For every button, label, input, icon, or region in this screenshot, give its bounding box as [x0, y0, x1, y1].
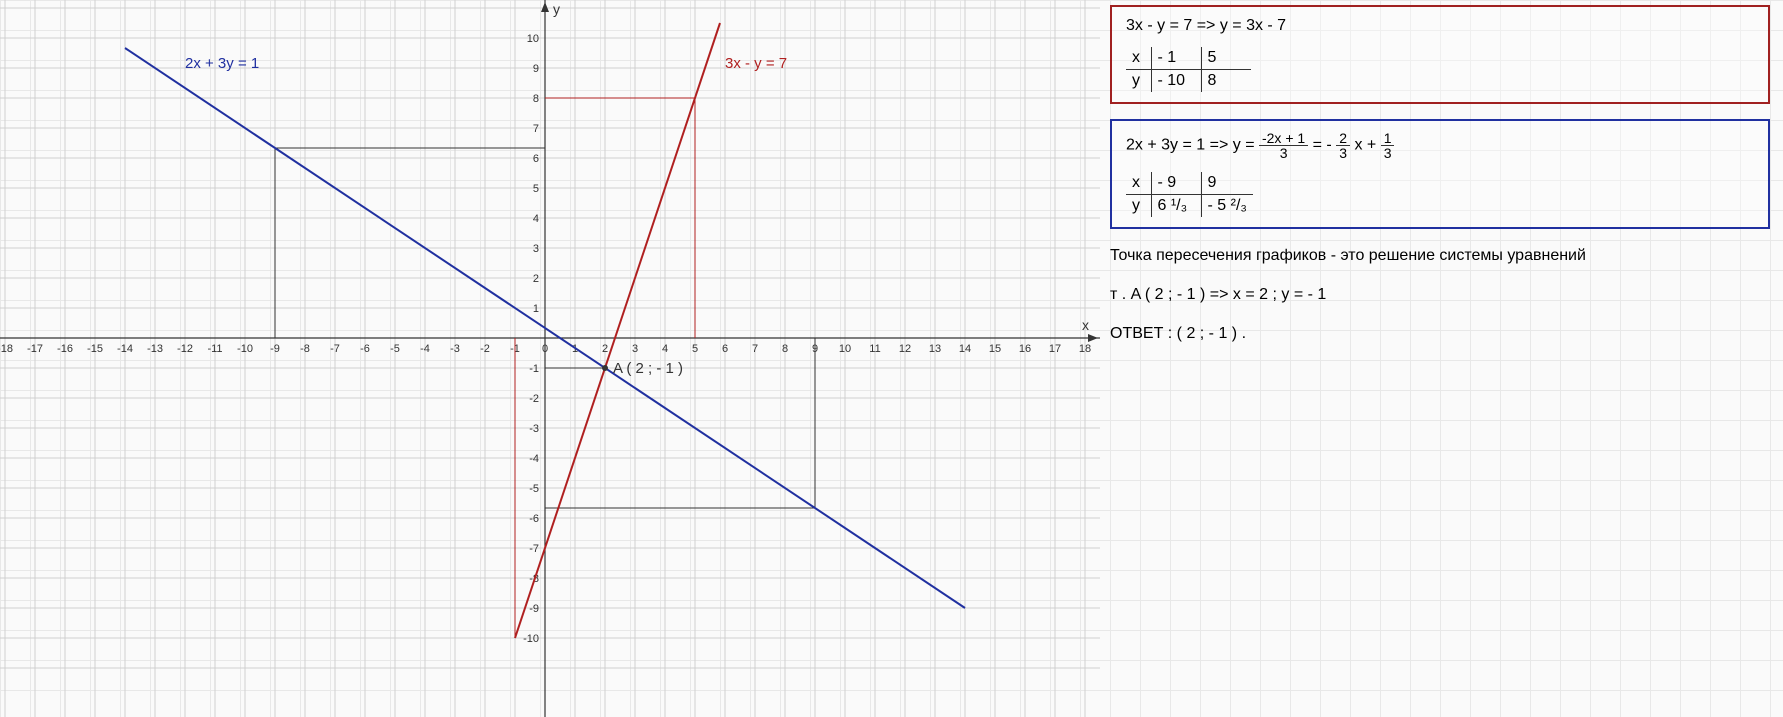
svg-text:-14: -14: [117, 343, 133, 355]
svg-text:7: 7: [533, 123, 539, 135]
svg-text:8: 8: [533, 93, 539, 105]
svg-text:-15: -15: [87, 343, 103, 355]
svg-text:-7: -7: [330, 343, 340, 355]
svg-text:y: y: [553, 1, 560, 17]
table-y-1: 8: [1201, 70, 1251, 93]
svg-text:-12: -12: [177, 343, 193, 355]
svg-text:2: 2: [533, 273, 539, 285]
svg-text:-8: -8: [300, 343, 310, 355]
svg-text:-5: -5: [529, 483, 539, 495]
explanation-text: Точка пересечения графиков - это решение…: [1110, 244, 1770, 268]
svg-text:-16: -16: [57, 343, 73, 355]
svg-text:10: 10: [839, 343, 851, 355]
svg-text:18: 18: [1079, 343, 1091, 355]
svg-text:-4: -4: [420, 343, 430, 355]
svg-text:-10: -10: [523, 633, 539, 645]
table-header-y: y: [1126, 195, 1151, 218]
svg-text:-5: -5: [390, 343, 400, 355]
svg-text:-9: -9: [270, 343, 280, 355]
eq-mid: = -: [1313, 137, 1337, 154]
table-y-0: - 10: [1151, 70, 1201, 93]
table-x-1: 5: [1201, 47, 1251, 70]
blue-equation: 2x + 3y = 1 => y = -2x + 1 3 = - 2 3 x +…: [1126, 131, 1754, 160]
svg-text:-9: -9: [529, 603, 539, 615]
svg-text:-7: -7: [529, 543, 539, 555]
svg-text:14: 14: [959, 343, 971, 355]
right-panel: 3x - y = 7 => y = 3x - 7 x - 1 5 y - 10 …: [1110, 5, 1770, 361]
table-header-y: y: [1126, 70, 1151, 93]
svg-text:17: 17: [1049, 343, 1061, 355]
red-equation: 3x - y = 7 => y = 3x - 7: [1126, 17, 1754, 35]
svg-text:12: 12: [899, 343, 911, 355]
svg-text:6: 6: [533, 153, 539, 165]
svg-text:-10: -10: [237, 343, 253, 355]
svg-text:6: 6: [722, 343, 728, 355]
svg-text:-2: -2: [529, 393, 539, 405]
svg-text:-17: -17: [27, 343, 43, 355]
graph-chart: xy-18-17-16-15-14-13-12-11-10-9-8-7-6-5-…: [0, 0, 1100, 717]
svg-text:3: 3: [533, 243, 539, 255]
blue-equation-box: 2x + 3y = 1 => y = -2x + 1 3 = - 2 3 x +…: [1110, 119, 1770, 229]
svg-text:7: 7: [752, 343, 758, 355]
svg-text:8: 8: [782, 343, 788, 355]
table-x-0: - 9: [1151, 172, 1201, 195]
eq-mid2: x +: [1354, 137, 1380, 154]
table-y-0: 6 ¹/₃: [1151, 195, 1201, 218]
svg-text:2: 2: [602, 343, 608, 355]
svg-text:-11: -11: [207, 343, 222, 355]
table-x-0: - 1: [1151, 47, 1201, 70]
table-x-1: 9: [1201, 172, 1253, 195]
svg-text:5: 5: [533, 183, 539, 195]
svg-text:2x + 3y = 1: 2x + 3y = 1: [185, 55, 259, 72]
svg-text:-13: -13: [147, 343, 163, 355]
svg-text:4: 4: [662, 343, 668, 355]
svg-text:x: x: [1082, 317, 1089, 333]
svg-text:3: 3: [632, 343, 638, 355]
table-y-1: - 5 ²/₃: [1201, 195, 1253, 218]
table-header-x: x: [1126, 47, 1151, 70]
blue-value-table: x - 9 9 y 6 ¹/₃ - 5 ²/₃: [1126, 172, 1253, 217]
svg-text:-3: -3: [450, 343, 460, 355]
svg-text:1: 1: [533, 303, 539, 315]
svg-text:15: 15: [989, 343, 1001, 355]
point-text: т . A ( 2 ; - 1 ) => x = 2 ; y = - 1: [1110, 283, 1770, 307]
svg-text:3x - y = 7: 3x - y = 7: [725, 55, 787, 72]
svg-text:5: 5: [692, 343, 698, 355]
svg-text:9: 9: [533, 63, 539, 75]
svg-text:-4: -4: [529, 453, 539, 465]
svg-text:-1: -1: [529, 363, 539, 375]
red-value-table: x - 1 5 y - 10 8: [1126, 47, 1251, 92]
svg-text:-3: -3: [529, 423, 539, 435]
svg-text:16: 16: [1019, 343, 1031, 355]
svg-text:11: 11: [869, 343, 880, 355]
fraction-3: 1 3: [1381, 131, 1395, 160]
answer-text: ОТВЕТ : ( 2 ; - 1 ) .: [1110, 322, 1770, 346]
red-equation-box: 3x - y = 7 => y = 3x - 7 x - 1 5 y - 10 …: [1110, 5, 1770, 104]
svg-text:4: 4: [533, 213, 539, 225]
svg-text:-6: -6: [529, 513, 539, 525]
table-header-x: x: [1126, 172, 1151, 195]
fraction-1: -2x + 1 3: [1259, 131, 1308, 160]
svg-text:-18: -18: [0, 343, 13, 355]
eq-prefix: 2x + 3y = 1 => y =: [1126, 137, 1259, 154]
svg-text:-2: -2: [480, 343, 490, 355]
svg-text:A ( 2 ; - 1 ): A ( 2 ; - 1 ): [613, 360, 683, 377]
svg-text:-6: -6: [360, 343, 370, 355]
fraction-2: 2 3: [1336, 131, 1350, 160]
svg-text:10: 10: [527, 33, 539, 45]
svg-text:13: 13: [929, 343, 941, 355]
svg-text:0: 0: [542, 343, 548, 355]
